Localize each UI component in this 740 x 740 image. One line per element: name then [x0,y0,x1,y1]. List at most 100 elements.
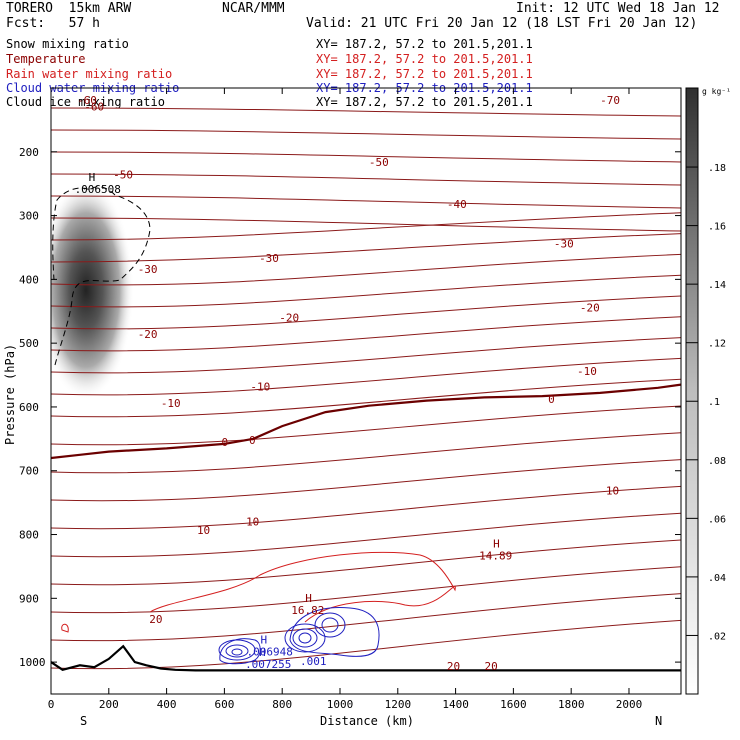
temperature-label: 0 [222,436,229,449]
temperature-label: -50 [113,169,133,182]
temperature-label: 0 [249,434,256,447]
maximum-value: .006508 [75,183,121,196]
x-tick-label: 200 [99,698,119,711]
valid-time: Valid: 21 UTC Fri 20 Jan 12 (18 LST Fri … [306,16,698,31]
isotherm [51,195,681,209]
temperature-label: 0 [548,393,555,406]
isotherm [51,337,681,374]
terrain-line [51,644,681,672]
temperature-label: -70 [600,94,620,107]
colorbar-tick-label: .08 [708,456,726,467]
colorbar-tick-label: .04 [708,573,726,584]
x-axis-left-end: S [80,714,87,728]
x-axis: 0 200 400 600 800 1000 1200 1400 1600 1800 2000 [48,88,643,711]
colorbar-tick-label: .12 [708,339,726,350]
temperature-label: 10 [197,524,210,537]
isotherm [51,619,681,670]
temperature-label: 20 [149,613,162,626]
y-tick-label: 700 [19,465,39,478]
x-tick-label: 400 [157,698,177,711]
isotherm [51,459,681,502]
isotherm [51,129,681,140]
colorbar-tick-label: .1 [708,397,720,408]
legend-rain-label: Rain water mixing ratio [6,67,173,81]
temperature-label: -40 [447,198,467,211]
x-tick-label: 800 [272,698,292,711]
y-tick-label: 600 [19,401,39,414]
colorbar-tick-label: .18 [708,163,726,174]
x-tick-label: 1000 [327,698,354,711]
y-tick-label: 300 [19,210,39,223]
y-tick-label: 200 [19,146,39,159]
temperature-label: -20 [580,301,600,314]
rain-water-contour [149,551,456,623]
colorbar-unit: g kg⁻¹ [702,87,731,96]
legend-temperature-label: Temperature [6,52,86,66]
plot-frame [50,87,682,695]
legend-snow-xy: XY= 187.2, 57.2 to 201.5,201.1 [316,37,533,51]
y-tick-label: 400 [19,273,39,286]
maximum-value: 14.89 [479,550,512,563]
temperature-label: -50 [369,156,389,169]
x-tick-label: 0 [48,698,55,711]
legend-cloud-ice-xy: XY= 187.2, 57.2 to 201.5,201.1 [316,95,533,109]
colorbar: .02 .04 .06 .08 .1 .12 .14 .16 .18 g kg⁻¹ [685,87,731,695]
x-tick-label: 1400 [442,698,469,711]
colorbar-tick-label: .06 [708,514,726,525]
isotherm [51,566,681,614]
isotherm [51,212,681,241]
plot-area [51,107,681,672]
isotherm [51,233,681,263]
maximum-mark: H [261,633,268,646]
model-title: TORERO 15km ARW [6,1,132,16]
isotherm [51,512,681,558]
temperature-label: -20 [279,311,299,324]
maximum-value: .007255 [245,658,291,671]
isotherm [51,357,681,396]
source-label: NCAR/MMM [222,1,285,16]
rain-water-contour-small [61,623,69,633]
temperature-contours [51,107,681,670]
maximum-mark: H [305,592,312,605]
colorbar-tick-label: .14 [708,280,726,291]
temperature-label: -10 [250,380,270,393]
legend-temperature-xy: XY= 187.2, 57.2 to 201.5,201.1 [316,52,533,66]
isotherm [51,274,681,308]
colorbar-scale [685,87,699,695]
isotherm [51,173,681,186]
temperature-label: 10 [606,484,619,497]
forecast-hour: Fcst: 57 h [6,16,100,31]
isotherm [51,593,681,642]
y-axis-title: Pressure (hPa) [3,344,17,445]
snow-mixing-ratio-shading [51,180,134,400]
maximum-value: .001 [300,655,327,668]
isotherm [51,539,681,586]
y-tick-label: 900 [19,592,39,605]
temperature-label: -30 [259,252,279,265]
x-tick-label: 600 [214,698,234,711]
x-axis-right-end: N [655,714,662,728]
isotherm [51,295,681,330]
cloud-water-contours [218,606,380,665]
temperature-label: -60 [77,94,97,107]
x-tick-label: 1800 [558,698,585,711]
isotherm [51,405,681,446]
x-tick-label: 2000 [616,698,643,711]
temperature-label: -10 [161,397,181,410]
temperature-label: -10 [577,365,597,378]
maximum-value: 16.82 [291,604,324,617]
isotherm [51,432,681,474]
temperature-label: 10 [246,516,259,529]
temperature-label: -60 [84,100,104,113]
temperature-label: -20 [138,328,158,341]
maximum-mark: H [493,538,500,551]
isotherm [51,378,681,418]
init-time: Init: 12 UTC Wed 18 Jan 12 [516,1,720,16]
maximum-mark: H [259,646,266,659]
legend-rain-xy: XY= 187.2, 57.2 to 201.5,201.1 [316,67,533,81]
isotherm [51,107,681,117]
freezing-level-line [51,383,681,460]
